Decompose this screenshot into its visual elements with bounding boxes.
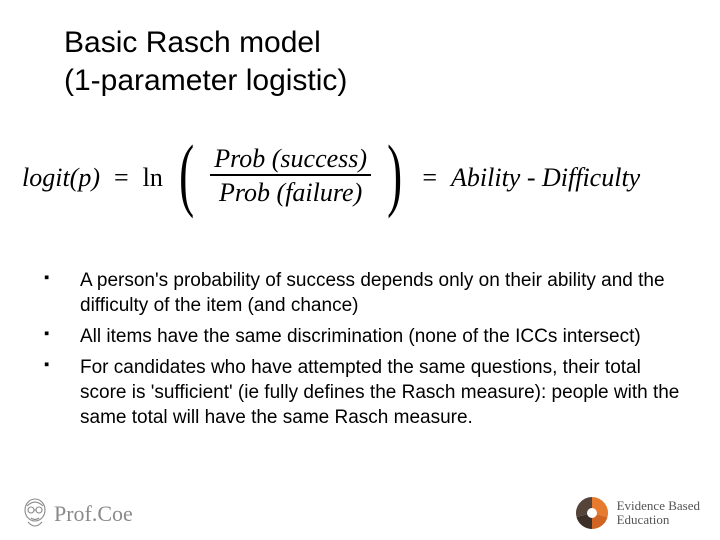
profcoe-text: Prof.Coe — [54, 501, 133, 527]
ebe-text: Evidence Based Education — [617, 499, 700, 526]
profcoe-logo: Prof.Coe — [18, 496, 133, 532]
bullet-item: For candidates who have attempted the sa… — [44, 355, 684, 430]
bullet-text: A person's probability of success depend… — [80, 270, 665, 316]
eq-denominator: Prob (failure) — [215, 179, 366, 206]
eq-numerator: Prob (success) — [210, 145, 371, 172]
ebe-line-2: Education — [617, 512, 670, 527]
equation: logit(p) = ln ( Prob (success) Prob (fai… — [22, 145, 702, 211]
title-line-1: Basic Rasch model — [64, 26, 321, 59]
slide: Basic Rasch model (1-parameter logistic)… — [0, 0, 720, 540]
eq-lparen: ( — [179, 141, 194, 207]
eq-fraction-bar — [210, 174, 371, 176]
ebe-circle-icon — [575, 496, 609, 530]
slide-title: Basic Rasch model (1-parameter logistic) — [64, 24, 347, 99]
bullet-item: A person's probability of success depend… — [44, 268, 684, 318]
eq-equals-2: = — [418, 163, 441, 193]
eq-fraction: Prob (success) Prob (failure) — [210, 145, 371, 207]
eq-rhs: Ability - Difficulty — [451, 163, 640, 193]
footer: Prof.Coe Evidence Based Education — [0, 480, 720, 540]
eq-equals-1: = — [110, 163, 133, 193]
eq-rparen: ) — [387, 141, 402, 207]
profcoe-head-icon — [18, 496, 52, 532]
bullet-text: All items have the same discrimination (… — [80, 326, 641, 347]
bullet-text: For candidates who have attempted the sa… — [80, 357, 679, 428]
title-line-2: (1-parameter logistic) — [64, 64, 347, 97]
eq-lhs: logit(p) — [22, 163, 100, 193]
eq-ln: ln — [143, 163, 163, 193]
bullet-item: All items have the same discrimination (… — [44, 324, 684, 349]
bullet-list: A person's probability of success depend… — [44, 268, 684, 436]
ebe-logo: Evidence Based Education — [575, 496, 700, 530]
